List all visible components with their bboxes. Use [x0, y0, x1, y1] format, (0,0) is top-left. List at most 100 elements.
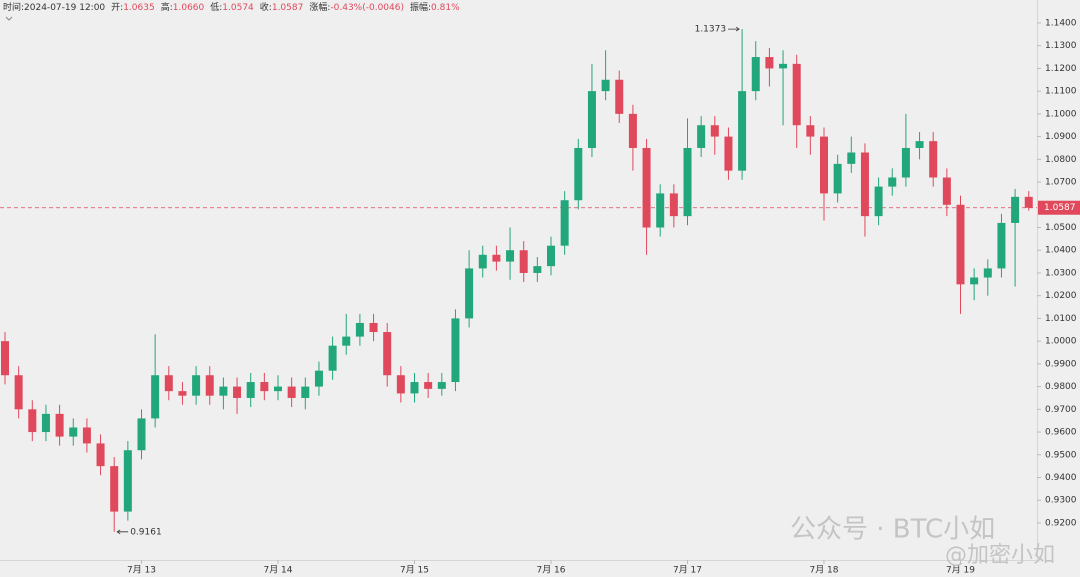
y-tick-label: 0.9700	[1045, 405, 1077, 415]
candle-body	[383, 332, 392, 376]
info-label: 收:	[260, 1, 272, 13]
candle-body	[929, 141, 938, 178]
candle-body	[642, 147, 651, 228]
candle-body	[287, 386, 296, 398]
candle-body	[314, 370, 323, 387]
candle-body	[956, 204, 965, 285]
candle-body	[669, 193, 678, 217]
y-tick-label: 1.0500	[1045, 223, 1077, 233]
candle-body	[274, 386, 282, 392]
candle-body	[833, 163, 842, 194]
candle-body	[860, 152, 869, 217]
candle-body	[178, 391, 187, 396]
candle-body	[451, 318, 460, 383]
info-value: -0.43%(-0.0046)	[330, 3, 404, 13]
candle-body	[260, 382, 269, 392]
candle-body	[14, 375, 23, 410]
y-tick-label: 0.9400	[1045, 473, 1077, 483]
y-tick-label: 0.9500	[1045, 450, 1077, 460]
candle-body	[192, 375, 201, 396]
y-tick-label: 1.1300	[1045, 41, 1077, 51]
y-tick-label: 1.0000	[1045, 337, 1077, 347]
candle-body	[888, 177, 897, 187]
candle-body	[997, 222, 1006, 269]
x-tick-label: 7月 14	[263, 565, 292, 576]
candle-body	[205, 375, 214, 396]
candle-body	[424, 382, 433, 389]
info-value: 1.0660	[173, 3, 205, 13]
y-tick-label: 1.0900	[1045, 132, 1077, 142]
info-value: 0.81%	[431, 3, 460, 13]
candle-body	[369, 322, 378, 333]
y-tick-label: 1.0800	[1045, 155, 1077, 165]
candle-body	[697, 125, 706, 148]
info-label: 时间:	[3, 1, 24, 13]
candle-body	[847, 152, 856, 164]
candle-body	[970, 277, 979, 285]
candle-body	[328, 345, 337, 371]
info-value: 1.0635	[123, 3, 155, 13]
candle-body	[28, 409, 37, 433]
x-tick-label: 7月 18	[809, 565, 838, 576]
candle-body	[738, 91, 747, 171]
candle-body	[41, 413, 50, 433]
candle-body	[942, 177, 951, 205]
info-label: 低:	[210, 1, 222, 13]
y-tick-label: 1.1000	[1045, 109, 1077, 119]
candle-body	[792, 63, 801, 126]
y-tick-label: 1.0300	[1045, 268, 1077, 278]
y-tick-label: 1.0700	[1045, 178, 1077, 188]
candle-body	[355, 322, 364, 337]
candle-body	[656, 193, 665, 228]
candle-body	[779, 63, 788, 69]
info-label: 高:	[161, 1, 173, 13]
candle-body	[751, 57, 760, 92]
candle-body	[492, 254, 501, 262]
high-annotation: 1.1373	[695, 25, 727, 35]
candle-body	[533, 266, 542, 273]
candle-body	[55, 413, 64, 437]
last-price-box	[1038, 200, 1080, 215]
collapse-toggle[interactable]	[5, 16, 13, 21]
info-value: 1.0574	[222, 3, 254, 13]
y-tick-label: 1.0200	[1045, 291, 1077, 301]
candle-body	[574, 147, 583, 201]
x-tick-label: 7月 17	[673, 565, 702, 576]
candle-body	[560, 200, 569, 246]
y-tick-label: 1.0100	[1045, 314, 1077, 324]
candle-body	[219, 386, 228, 396]
candle-body	[628, 113, 637, 148]
low-annotation: 0.9161	[130, 527, 162, 537]
watermark: @加密小如	[945, 543, 1055, 568]
candle-body	[710, 125, 719, 137]
info-value: 1.0587	[272, 3, 304, 13]
candle-body	[806, 125, 815, 137]
info-label: 开:	[111, 2, 123, 13]
info-label: 振幅:	[410, 1, 431, 13]
y-tick-label: 1.0400	[1045, 246, 1077, 256]
candle-body	[901, 147, 910, 178]
y-tick-label: 1.1100	[1045, 87, 1077, 97]
candle-body	[246, 382, 255, 398]
x-tick-label: 7月 19	[946, 565, 975, 576]
candle-body	[82, 427, 91, 444]
candle-body	[410, 382, 419, 394]
candle-body	[724, 136, 733, 171]
info-label: 涨幅:	[309, 1, 330, 13]
candle-body	[587, 91, 596, 148]
y-tick-label: 0.9900	[1045, 359, 1077, 369]
candle-body	[137, 418, 146, 451]
candle-body	[110, 466, 119, 512]
last-price-label: 1.0587	[1044, 203, 1076, 213]
y-tick-label: 0.9300	[1045, 496, 1077, 506]
candle-body	[874, 186, 883, 217]
candle-body	[519, 250, 528, 273]
candle-body	[1011, 196, 1020, 223]
candle-body	[1, 341, 9, 376]
high-arrow	[728, 26, 740, 32]
candle-body	[151, 375, 160, 419]
candle-body	[164, 375, 173, 392]
